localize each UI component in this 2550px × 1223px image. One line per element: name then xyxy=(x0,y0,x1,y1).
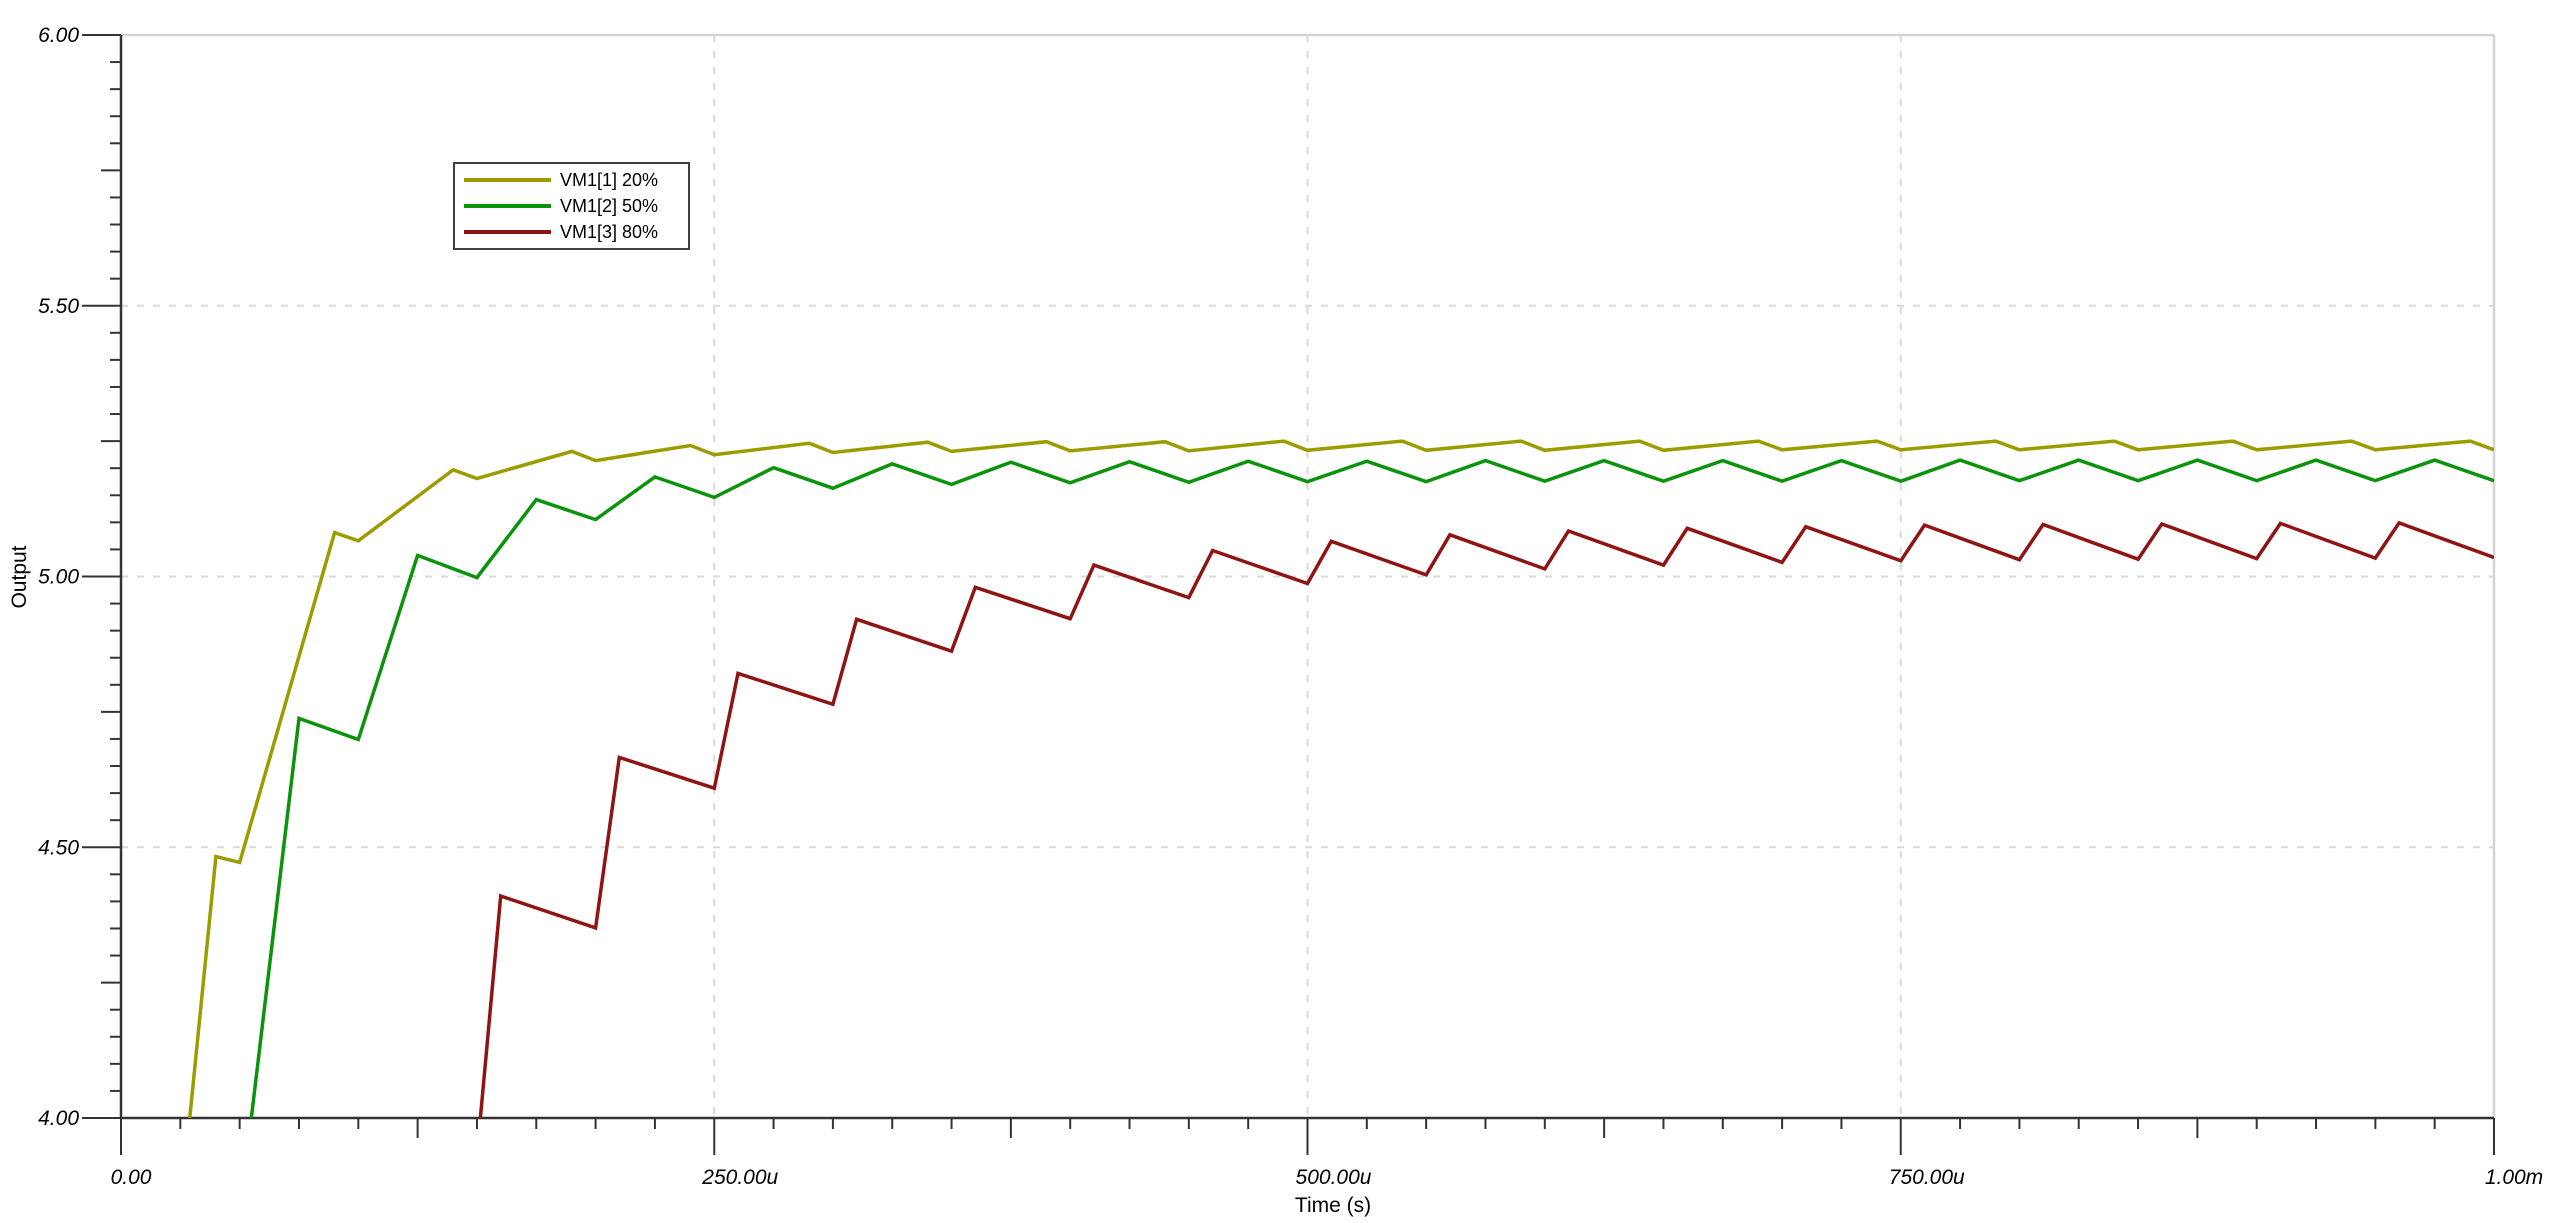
y-tick-label: 6.00 xyxy=(38,24,79,47)
y-tick-label: 4.00 xyxy=(38,1107,79,1130)
series-curve-2[interactable] xyxy=(477,520,2494,1156)
legend-swatch-line xyxy=(464,204,551,208)
x-tick-label: 0.00 xyxy=(111,1166,152,1189)
y-tick-label: 5.00 xyxy=(38,566,79,589)
legend-item: VM1[1] 20% xyxy=(455,170,688,191)
y-axis-title: Output xyxy=(8,545,31,609)
x-axis-title: Time (s) xyxy=(1294,1194,1372,1217)
legend-swatch-line xyxy=(464,230,551,234)
legend-label: VM1[2] 50% xyxy=(560,195,659,216)
series-curve-0[interactable] xyxy=(121,439,2494,1223)
legend-box[interactable]: VM1[1] 20% VM1[2] 50% VM1[3] 80% xyxy=(453,162,690,250)
series-curve-1[interactable] xyxy=(240,458,2494,1215)
x-tick-label: 1.00m xyxy=(2485,1166,2543,1189)
legend-label: VM1[3] 80% xyxy=(560,221,659,242)
x-tick-label: 250.00u xyxy=(701,1166,778,1189)
legend-swatch-line xyxy=(464,178,551,182)
x-tick-label: 750.00u xyxy=(1889,1166,1965,1189)
legend-item: VM1[3] 80% xyxy=(455,222,688,243)
legend-label: VM1[1] 20% xyxy=(560,169,659,190)
legend-item: VM1[2] 50% xyxy=(455,196,688,217)
y-tick-label: 5.50 xyxy=(38,295,79,318)
y-tick-label: 4.50 xyxy=(38,836,79,859)
curves-group xyxy=(121,439,2494,1223)
x-tick-label: 500.00u xyxy=(1296,1166,1372,1189)
